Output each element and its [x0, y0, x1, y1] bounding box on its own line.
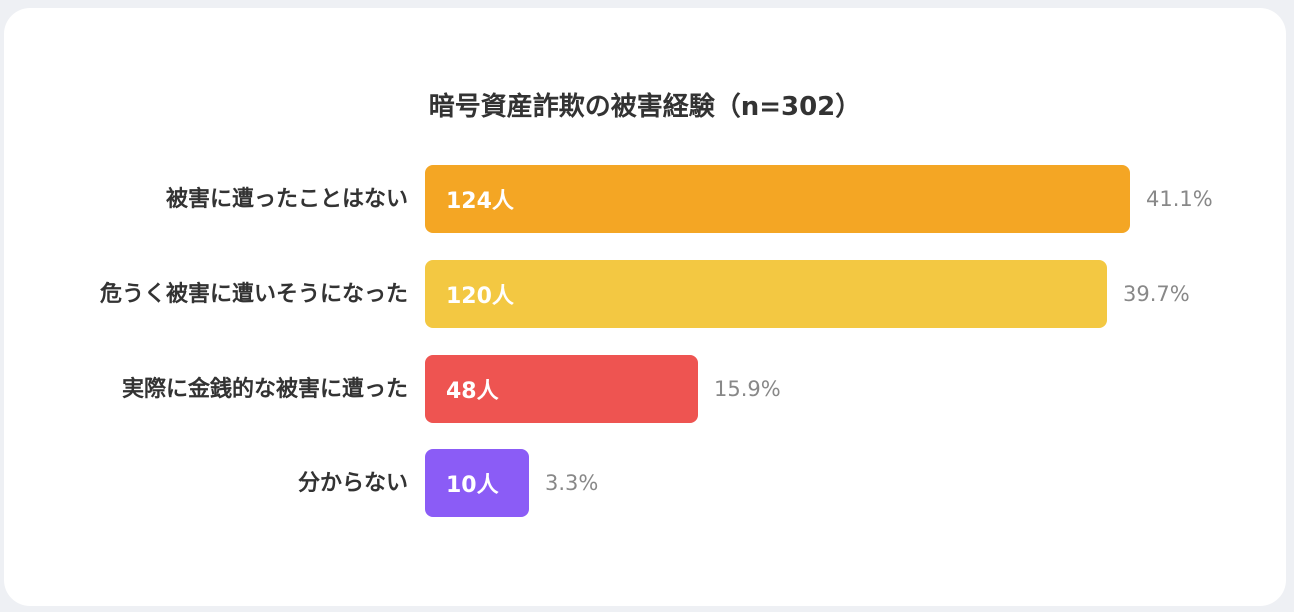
percent-label: 39.7% — [1123, 282, 1190, 306]
bar-row: 被害に遭ったことはない 124人 41.1% — [4, 165, 1286, 233]
bar-value-label: 10人 — [446, 473, 499, 498]
bar-value-label: 48人 — [446, 379, 499, 404]
percent-label: 41.1% — [1146, 187, 1213, 211]
bar-value-label: 120人 — [446, 284, 514, 309]
bar-row: 分からない 10人 3.3% — [4, 449, 1286, 517]
bar: 124人 — [425, 165, 1130, 233]
category-label: 危うく被害に遭いそうになった — [99, 281, 408, 307]
percent-label: 15.9% — [714, 377, 781, 401]
percent-label: 3.3% — [545, 471, 599, 495]
category-label: 実際に金銭的な被害に遭った — [121, 376, 408, 402]
bar: 48人 — [425, 355, 698, 423]
bar: 10人 — [425, 449, 529, 517]
bar-row: 危うく被害に遭いそうになった 120人 39.7% — [4, 260, 1286, 328]
category-label: 分からない — [297, 470, 408, 496]
bar-row: 実際に金銭的な被害に遭った 48人 15.9% — [4, 355, 1286, 423]
bar-value-label: 124人 — [446, 189, 514, 214]
category-label: 被害に遭ったことはない — [165, 186, 408, 212]
chart-card: 暗号資産詐欺の被害経験（n=302） 被害に遭ったことはない 124人 41.1% 危… — [4, 8, 1286, 606]
chart-title: 暗号資産詐欺の被害経験（n=302） — [428, 92, 862, 122]
bar: 120人 — [425, 260, 1107, 328]
